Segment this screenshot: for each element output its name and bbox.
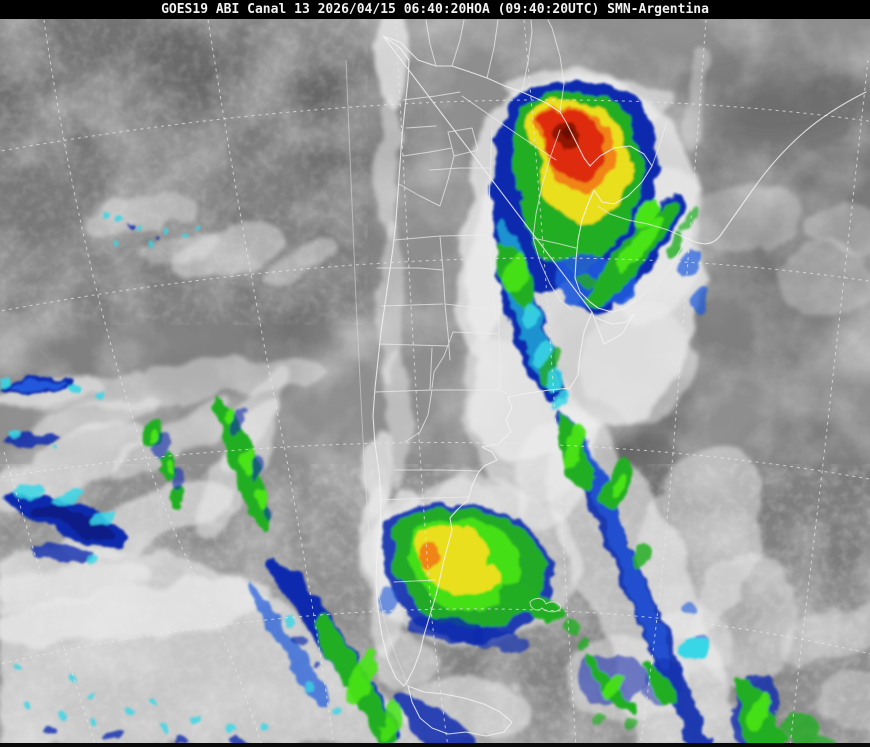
patagonian-storm <box>378 503 592 652</box>
title-text: GOES19 ABI Canal 13 2026/04/15 06:40:20H… <box>161 2 709 17</box>
southwest-band <box>247 556 481 747</box>
main-convective-system <box>491 81 660 296</box>
graticule <box>0 19 870 747</box>
southern-hooks <box>578 636 709 727</box>
bolivia-paraguay-borders <box>425 19 667 167</box>
chile-coastline <box>345 59 409 687</box>
country-borders <box>345 19 867 737</box>
province-borders <box>374 91 595 583</box>
left-ocean-streaks <box>0 376 274 564</box>
brazil-coastline <box>685 91 867 245</box>
argentina-outline <box>372 35 653 687</box>
enhanced-cold-clouds <box>0 81 839 747</box>
tierra-del-fuego-outline <box>407 685 513 737</box>
upper-left-cyan-flecks <box>103 211 203 246</box>
bottom-frame-strip <box>0 743 870 747</box>
comma-tail-band <box>495 210 566 407</box>
title-bar: GOES19 ABI Canal 13 2026/04/15 06:40:20H… <box>0 0 870 19</box>
